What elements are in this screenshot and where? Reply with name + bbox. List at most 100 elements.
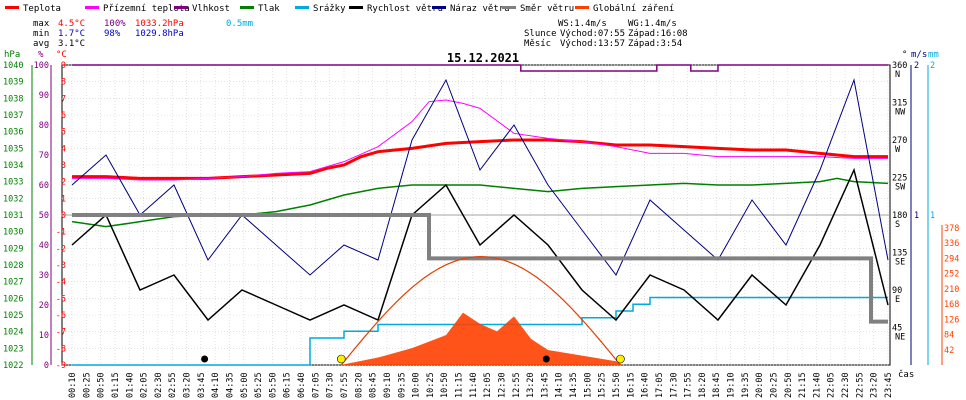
dir-tick-deg: 225 [892, 174, 907, 184]
chart-title: 15.12.2021 [447, 51, 519, 65]
press-tick: 1022 [3, 361, 23, 371]
x-tick-label: 11:40 [469, 372, 479, 398]
legend-label: Vlhkost [192, 4, 230, 14]
x-axis: 00:10 00:25 00:50 01:15 01:40 02:05 02:30 02:55… [68, 372, 894, 398]
temp-tick: 6 [61, 111, 66, 121]
x-tick-label: 20:00 [755, 372, 765, 398]
hum-tick: 60 [39, 181, 49, 191]
press-tick: 1028 [3, 261, 23, 271]
x-tick-label: 18:45 [712, 372, 722, 398]
x-tick-label: 04:10 [211, 372, 221, 398]
legend-swatch [432, 6, 446, 9]
x-tick-label: 00:25 [82, 372, 92, 398]
moonset-marker [201, 355, 209, 363]
x-tick-label: 01:15 [111, 372, 121, 398]
temp-tick: 4 [61, 144, 66, 154]
rain-tick: 1 [930, 211, 935, 221]
temp-tick: -1 [56, 228, 66, 238]
sun-set: Západ:16:08 [628, 29, 688, 39]
series-srazky [72, 296, 888, 366]
x-tick-label: 07:05 [311, 372, 321, 398]
x-tick-label: 16:40 [641, 372, 651, 398]
x-tick-label: 12:05 [483, 372, 493, 398]
press-tick: 1038 [3, 94, 23, 104]
left-axes: 1040103910381037103610351034103310321031… [3, 61, 66, 371]
legend-label: Náraz větru [450, 4, 510, 14]
hum-tick: 30 [39, 271, 49, 281]
wind-tick: 2 [914, 61, 919, 71]
stats-avg-temp: 3.1°C [58, 39, 85, 49]
x-tick-label: 10:00 [412, 372, 422, 398]
press-tick: 1029 [3, 244, 23, 254]
legend-swatch [575, 6, 589, 9]
sun-rise: Východ:07:55 [560, 29, 625, 39]
stats-max-label: max [33, 19, 50, 29]
axis-header-dir: ° [902, 50, 907, 60]
press-tick: 1023 [3, 344, 23, 354]
x-tick-label: 20:25 [769, 372, 779, 398]
x-tick-label: 03:45 [197, 372, 207, 398]
dir-tick-name: NE [895, 333, 905, 343]
dir-tick-deg: 315 [892, 99, 907, 109]
stats-max-hum: 100% [104, 19, 126, 29]
legend-label: Globální záření [593, 4, 674, 14]
temp-tick: -4 [56, 278, 66, 288]
x-tick-label: 13:20 [526, 372, 536, 398]
x-tick-label: 19:10 [727, 372, 737, 398]
hum-tick: 10 [39, 331, 49, 341]
temp-tick: 3 [61, 161, 66, 171]
temp-tick: -3 [56, 261, 66, 271]
temp-tick: -5 [56, 294, 66, 304]
dir-tick-deg: 135 [892, 249, 907, 259]
x-tick-label: 06:40 [297, 372, 307, 398]
press-tick: 1040 [3, 61, 23, 71]
x-tick-label: 01:40 [125, 372, 135, 398]
legend-label: Tlak [258, 4, 280, 14]
x-tick-label: 17:30 [669, 372, 679, 398]
legend-swatch [295, 6, 309, 9]
press-tick: 1037 [3, 111, 23, 121]
rad-tick: 168 [944, 300, 959, 310]
rad-tick: 84 [944, 331, 954, 341]
hum-tick: 0 [44, 361, 49, 371]
x-tick-label: 15:25 [598, 372, 608, 398]
x-tick-label: 12:55 [512, 372, 522, 398]
dir-tick-name: NW [895, 108, 906, 118]
stats-min-hum: 98% [104, 29, 121, 39]
press-tick: 1034 [3, 161, 23, 171]
temp-tick: 0 [61, 211, 66, 221]
rad-tick: 126 [944, 315, 959, 325]
temp-tick: -7 [56, 328, 66, 338]
x-tick-label: 12:30 [497, 372, 507, 398]
press-tick: 1030 [3, 228, 23, 238]
rad-tick: 252 [944, 270, 959, 280]
moon-set: Západ:3:54 [628, 39, 682, 49]
hum-tick: 50 [39, 211, 49, 221]
legend-label: Srážky [313, 4, 346, 14]
x-tick-label: 21:40 [812, 372, 822, 398]
rad-tick: 210 [944, 285, 959, 295]
legend-swatch [5, 6, 19, 9]
x-tick-label: 09:10 [383, 372, 393, 398]
hum-tick: 100 [34, 61, 49, 71]
dir-tick-name: N [895, 70, 900, 80]
x-tick-label: 17:55 [684, 372, 694, 398]
legend-swatch [349, 6, 363, 9]
x-tick-label: 15:50 [612, 372, 622, 398]
x-tick-label: 10:50 [440, 372, 450, 398]
x-tick-label: 14:35 [569, 372, 579, 398]
x-tick-label: 17:05 [655, 372, 665, 398]
temp-tick: 2 [61, 178, 66, 188]
stats-min-label: min [33, 29, 49, 39]
legend-swatch [240, 6, 254, 9]
x-tick-label: 02:55 [168, 372, 178, 398]
press-tick: 1035 [3, 144, 23, 154]
temp-tick: 5 [61, 128, 66, 138]
wind-wg: WG:1.4m/s [628, 19, 677, 29]
rad-tick: 42 [944, 346, 954, 356]
x-tick-label: 05:25 [254, 372, 264, 398]
press-tick: 1031 [3, 211, 23, 221]
moon-label: Měsíc [524, 39, 551, 49]
